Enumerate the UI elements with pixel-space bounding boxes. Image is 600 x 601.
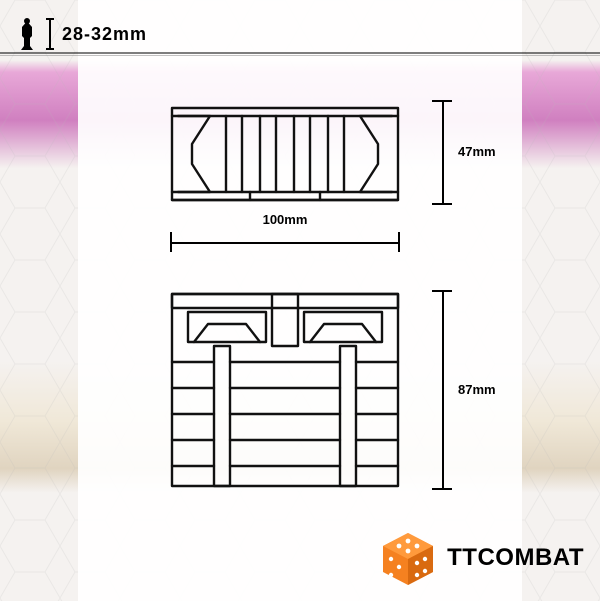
header-rule <box>0 52 600 56</box>
top-view-drawing <box>170 100 400 205</box>
front-height-label: 87mm <box>458 382 496 397</box>
scale-bracket-icon <box>46 17 54 51</box>
dim-tick <box>432 488 452 490</box>
dim-tick <box>432 203 452 205</box>
top-height-dimension: 47mm <box>430 100 460 205</box>
top-height-label: 47mm <box>458 144 496 159</box>
brand-name: TTCOMBAT <box>447 544 584 572</box>
brand-cube-icon <box>379 529 437 587</box>
brand-logo: TTCOMBAT <box>379 529 584 587</box>
dim-line <box>170 242 400 244</box>
width-label: 100mm <box>263 212 308 227</box>
dim-line <box>442 100 444 205</box>
dim-line <box>442 290 444 490</box>
front-view-drawing <box>168 290 402 490</box>
brand-prefix: TT <box>447 544 477 571</box>
brand-suffix: COMBAT <box>477 544 584 571</box>
scale-label: 28-32mm <box>62 24 147 45</box>
front-height-dimension: 87mm <box>430 290 460 490</box>
width-dimension: 100mm <box>170 230 400 260</box>
dim-tick <box>398 232 400 252</box>
scale-indicator: 28-32mm <box>16 16 147 52</box>
diagram-stage: 100mm 47mm <box>90 70 510 540</box>
miniature-figure-icon <box>16 16 38 52</box>
